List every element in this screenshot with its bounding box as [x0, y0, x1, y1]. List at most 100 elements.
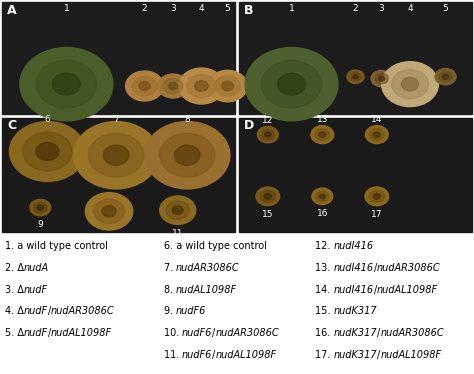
- Text: 17.: 17.: [315, 350, 334, 360]
- Text: nudAR3086C: nudAR3086C: [381, 328, 444, 338]
- Circle shape: [365, 126, 388, 144]
- Circle shape: [88, 134, 144, 177]
- Circle shape: [215, 76, 240, 96]
- Circle shape: [442, 74, 449, 79]
- Circle shape: [158, 74, 188, 98]
- Text: nudAL1098F: nudAL1098F: [377, 285, 438, 295]
- Circle shape: [347, 70, 364, 83]
- Circle shape: [264, 194, 271, 199]
- Circle shape: [245, 47, 338, 121]
- Circle shape: [257, 126, 278, 143]
- Circle shape: [145, 122, 230, 189]
- Bar: [2, 2, 235, 114]
- Bar: [2, 118, 235, 232]
- Circle shape: [159, 134, 215, 177]
- Circle shape: [319, 194, 326, 199]
- Circle shape: [187, 74, 216, 98]
- Text: 9: 9: [37, 220, 43, 229]
- Circle shape: [261, 129, 274, 140]
- Text: 15.: 15.: [315, 306, 334, 316]
- Text: nudF: nudF: [24, 306, 48, 316]
- Circle shape: [174, 145, 200, 165]
- Text: 2. Δ: 2. Δ: [5, 263, 24, 273]
- Circle shape: [221, 81, 234, 91]
- Text: nudAR3086C: nudAR3086C: [216, 328, 279, 338]
- Circle shape: [378, 76, 385, 81]
- Circle shape: [315, 129, 330, 141]
- Text: 5. Δ: 5. Δ: [5, 328, 24, 338]
- Text: nudI416: nudI416: [334, 263, 374, 273]
- Text: nudK317: nudK317: [334, 350, 377, 360]
- Text: B: B: [244, 4, 254, 17]
- Circle shape: [311, 126, 334, 144]
- Circle shape: [261, 60, 322, 108]
- Text: 14.: 14.: [315, 285, 334, 295]
- Text: C: C: [7, 119, 16, 132]
- Circle shape: [53, 73, 80, 95]
- Text: D: D: [244, 119, 255, 132]
- Circle shape: [163, 78, 183, 94]
- Text: /: /: [377, 328, 381, 338]
- Circle shape: [208, 70, 247, 102]
- Circle shape: [316, 191, 329, 202]
- Circle shape: [102, 206, 116, 217]
- Circle shape: [73, 122, 159, 189]
- Text: 13: 13: [317, 115, 328, 124]
- Text: 5: 5: [225, 4, 230, 13]
- Text: 11.: 11.: [164, 350, 182, 360]
- Text: 2: 2: [142, 4, 147, 13]
- Text: 3. Δ: 3. Δ: [5, 285, 24, 295]
- Text: nudAR3086C: nudAR3086C: [176, 263, 239, 273]
- Text: nudAL1098F: nudAL1098F: [51, 328, 112, 338]
- Text: nudI416: nudI416: [334, 285, 374, 295]
- Circle shape: [168, 82, 178, 90]
- Text: 4: 4: [407, 4, 413, 13]
- Bar: [239, 2, 472, 114]
- Circle shape: [85, 193, 133, 230]
- Circle shape: [439, 71, 452, 82]
- Text: 6: 6: [45, 115, 50, 124]
- Text: nudI416: nudI416: [334, 241, 374, 251]
- Text: nudAR3086C: nudAR3086C: [51, 306, 115, 316]
- Circle shape: [392, 70, 428, 99]
- Text: /: /: [374, 285, 377, 295]
- Text: 3: 3: [379, 4, 384, 13]
- Circle shape: [365, 187, 389, 206]
- Text: 4. Δ: 4. Δ: [5, 306, 24, 316]
- Circle shape: [23, 132, 72, 171]
- Circle shape: [401, 77, 419, 91]
- Circle shape: [382, 62, 438, 107]
- Text: nudF: nudF: [24, 328, 48, 338]
- Circle shape: [103, 145, 129, 165]
- Text: nudAL1098F: nudAL1098F: [176, 285, 237, 295]
- Circle shape: [9, 122, 85, 181]
- Circle shape: [369, 129, 384, 141]
- Circle shape: [160, 196, 196, 224]
- Circle shape: [30, 199, 51, 216]
- Text: nudAL1098F: nudAL1098F: [381, 350, 442, 360]
- Circle shape: [319, 132, 326, 137]
- Text: nudK317: nudK317: [334, 306, 377, 316]
- Text: nudAR3086C: nudAR3086C: [377, 263, 441, 273]
- Text: 8: 8: [184, 115, 190, 124]
- Circle shape: [36, 142, 59, 160]
- Text: 10.: 10.: [164, 328, 182, 338]
- Circle shape: [278, 73, 305, 95]
- Text: nudK317: nudK317: [334, 328, 377, 338]
- Text: 5: 5: [443, 4, 448, 13]
- Text: 9.: 9.: [164, 306, 176, 316]
- Circle shape: [139, 82, 150, 91]
- Text: 11: 11: [172, 229, 183, 238]
- Text: 1: 1: [64, 4, 69, 13]
- Text: /: /: [212, 328, 216, 338]
- Circle shape: [34, 202, 47, 213]
- Text: /: /: [374, 263, 377, 273]
- Circle shape: [312, 188, 333, 205]
- Text: 7.: 7.: [164, 263, 176, 273]
- Circle shape: [374, 194, 380, 199]
- Circle shape: [350, 72, 361, 81]
- Text: 4: 4: [199, 4, 204, 13]
- Bar: [239, 118, 472, 232]
- Text: nudF6: nudF6: [182, 328, 212, 338]
- Text: 16: 16: [317, 209, 328, 218]
